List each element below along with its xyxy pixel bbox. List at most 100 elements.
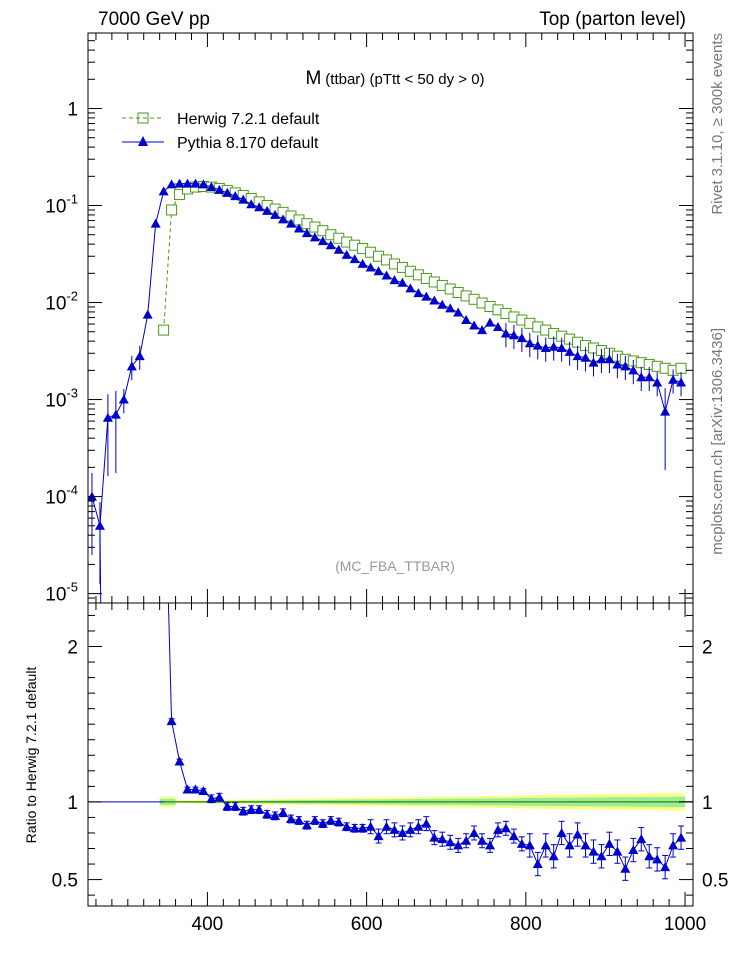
pythia-marker	[246, 199, 257, 209]
y-tick-label-exp: -5	[66, 580, 78, 595]
pythia-marker	[262, 205, 273, 215]
ratio-pythia-marker	[485, 840, 496, 850]
ratio-pythia-marker	[652, 854, 663, 864]
ratio-pythia-marker	[301, 820, 312, 830]
legend-pythia-label: Pythia 8.170 default	[177, 135, 319, 152]
pythia-marker	[110, 409, 121, 419]
ratio-ylabel: Ratio to Herwig 7.2.1 default	[23, 667, 39, 844]
pythia-marker	[508, 330, 519, 340]
ratio-pythia-marker	[556, 827, 567, 837]
y-tick-label: 10-1	[45, 192, 78, 218]
ratio-pythia-marker	[516, 838, 527, 848]
pythia-marker	[572, 351, 583, 361]
ratio-pythia-marker	[668, 840, 679, 850]
ratio-y-tick-label: 0.5	[52, 871, 78, 892]
ratio-pythia-marker	[246, 804, 257, 814]
ratio-pythia-marker	[270, 810, 281, 820]
y-tick-label: 10-2	[45, 289, 78, 315]
legend-entry-herwig: Herwig 7.2.1 default	[122, 111, 320, 128]
pythia-marker	[325, 240, 336, 250]
ratio-pythia-marker	[333, 817, 344, 827]
y-tick-label-exp: -4	[66, 483, 78, 498]
pythia-marker	[612, 359, 623, 369]
ratio-pythia-marker	[636, 834, 647, 844]
pythia-marker	[604, 354, 615, 364]
ratio-pythia-marker	[628, 845, 639, 855]
pythia-marker	[461, 315, 472, 325]
ratio-pythia-marker	[500, 823, 511, 833]
pythia-marker	[516, 333, 527, 343]
pythia-marker	[278, 214, 289, 224]
y-tick-label-base: 10	[45, 585, 66, 606]
legend: Herwig 7.2.1 default Pythia 8.170 defaul…	[122, 111, 320, 152]
main-plot-panel: 110-110-210-310-410-5 M (ttbar) (pTtt < 5…	[45, 32, 694, 606]
plot-title: M (ttbar) (pTtt < 50 dy > 0)	[305, 68, 484, 89]
pythia-marker	[453, 307, 464, 317]
ratio-plot-frame	[87, 602, 694, 907]
pythia-marker	[469, 320, 480, 330]
pythia-marker	[206, 182, 217, 192]
pythia-marker	[142, 309, 153, 319]
pythia-marker	[596, 354, 607, 364]
pythia-marker	[676, 377, 687, 387]
x-tick-label: 600	[351, 914, 383, 935]
ratio-pythia-marker	[254, 804, 265, 814]
pythia-marker	[222, 187, 233, 197]
pythia-marker	[174, 178, 185, 188]
pythia-marker	[182, 178, 193, 188]
plot-title-main: M	[305, 68, 321, 89]
header-left: 7000 GeV pp	[98, 9, 210, 30]
y-tick-label: 1	[67, 99, 78, 120]
x-tick-label: 800	[510, 914, 542, 935]
ratio-pythia-marker	[445, 837, 456, 847]
pythia-line	[91, 183, 682, 526]
ratio-pythia-marker	[524, 840, 535, 850]
pythia-marker	[158, 186, 169, 196]
pythia-marker	[564, 346, 575, 356]
ratio-pythia-line	[167, 603, 682, 870]
pythia-marker	[652, 377, 663, 387]
ratio-pythia-marker	[214, 792, 225, 802]
pythia-marker	[580, 352, 591, 362]
ratio-pythia-marker	[405, 824, 416, 834]
pythia-marker	[628, 365, 639, 375]
ratio-pythia-marker	[190, 784, 201, 794]
ratio-pythia-marker	[222, 801, 233, 811]
pythia-marker	[405, 283, 416, 293]
pythia-marker	[317, 236, 328, 246]
pythia-marker	[357, 258, 368, 268]
pythia-marker	[556, 342, 567, 352]
ratio-pythia-marker	[644, 851, 655, 861]
pythia-marker	[309, 232, 320, 242]
rivet-label: Rivet 3.1.10, ≥ 300k events	[709, 33, 726, 215]
ratio-pythia-marker	[469, 827, 480, 837]
pythia-marker	[644, 372, 655, 382]
herwig-marker	[675, 362, 687, 374]
ratio-y-tick-label-right: 1	[702, 793, 713, 814]
legend-pythia-marker	[138, 136, 148, 146]
pythia-marker	[485, 317, 496, 327]
y-tick-label-base: 10	[45, 488, 66, 509]
header-right: Top (parton level)	[539, 9, 686, 30]
pythia-marker	[445, 303, 456, 313]
x-tick-label: 400	[192, 914, 224, 935]
pythia-marker	[668, 374, 679, 384]
ratio-pythia-marker	[548, 851, 559, 861]
pythia-marker	[540, 342, 551, 352]
ratio-pythia-marker	[381, 821, 392, 831]
pythia-marker	[421, 291, 432, 301]
pythia-marker	[349, 254, 360, 264]
y-tick-label: 10-4	[45, 483, 78, 509]
watermark: (MC_FBA_TTBAR)	[335, 558, 455, 574]
pythia-marker	[373, 266, 384, 276]
pythia-marker	[118, 394, 129, 404]
pythia-marker	[548, 341, 559, 351]
pythia-marker	[620, 361, 631, 371]
herwig-marker	[166, 204, 178, 216]
ratio-pythia-marker	[373, 831, 384, 841]
ratio-pythia-marker	[278, 807, 289, 817]
ratio-pythia-marker	[588, 846, 599, 856]
y-tick-label-exp: -3	[66, 386, 78, 401]
ratio-plot-panel: 400 600 800 1000 0.5 0.5 1 1 2 2 Ratio to Herwig …	[23, 602, 728, 935]
